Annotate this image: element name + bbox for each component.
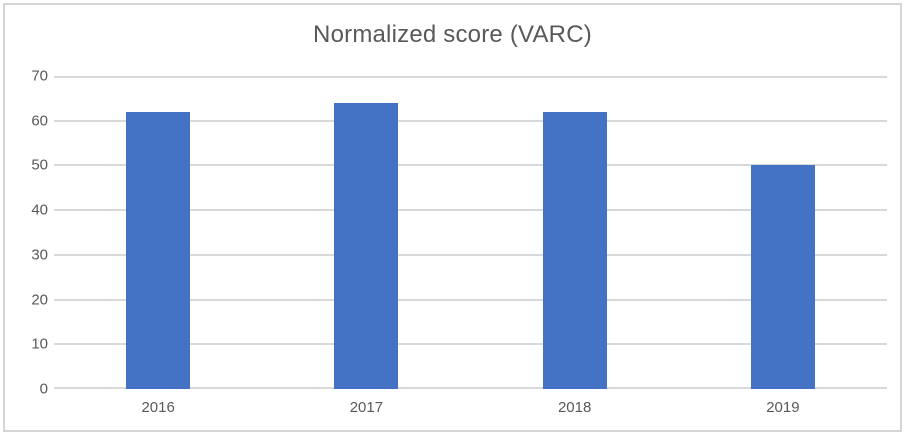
y-tick-label-10: 10 [31, 335, 48, 353]
gridline-y-60 [54, 119, 887, 122]
gridline-y-70 [54, 76, 887, 78]
gridline-y-0 [54, 387, 887, 389]
plot-area [54, 76, 887, 389]
y-tick-label-50: 50 [31, 156, 48, 174]
bar-2019 [750, 165, 815, 389]
gridline-y-10 [54, 343, 887, 346]
x-tick-label-2017: 2017 [349, 399, 384, 416]
y-tick-label-40: 40 [31, 201, 48, 219]
chart-title: Normalized score (VARC) [313, 21, 592, 48]
x-tick-label-2019: 2019 [766, 399, 800, 416]
gridline-y-30 [54, 253, 887, 256]
x-axis: 2016 2017 2018 2019 [54, 399, 887, 423]
y-tick-label-0: 0 [39, 380, 48, 398]
gridline-y-40 [54, 209, 887, 212]
y-tick-label-20: 20 [31, 291, 48, 309]
y-tick-label-60: 60 [31, 112, 48, 130]
x-tick-label-2016: 2016 [141, 399, 175, 416]
bar-2017 [334, 102, 399, 389]
x-tick-label-2018: 2018 [557, 399, 592, 416]
y-axis: 0 10 20 30 40 50 60 70 [15, 68, 48, 398]
bar-2018 [542, 111, 607, 389]
gridline-y-50 [54, 164, 887, 167]
gridline-y-20 [54, 298, 887, 301]
chart-frame: Normalized score (VARC) 0 10 20 30 40 50 60 70 … [3, 3, 902, 432]
bar-2016 [126, 111, 191, 389]
y-tick-label-30: 30 [31, 246, 48, 264]
y-tick-label-70: 70 [31, 67, 48, 85]
